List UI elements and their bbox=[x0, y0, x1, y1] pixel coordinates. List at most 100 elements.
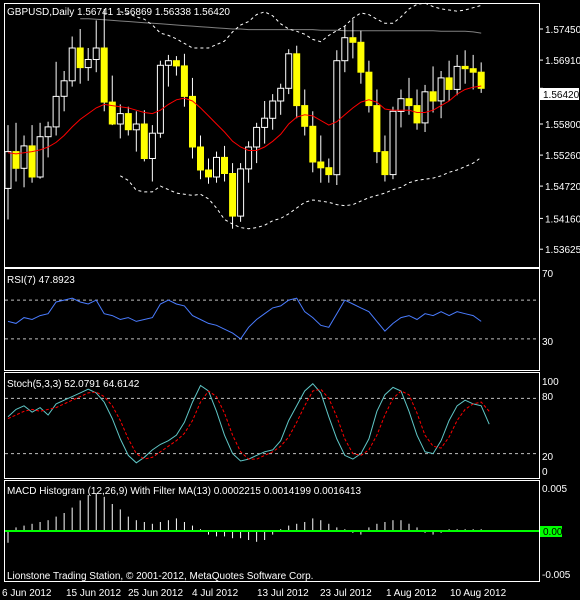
candle-body bbox=[461, 65, 469, 70]
price-label: 1.56910 bbox=[545, 56, 580, 67]
candle bbox=[421, 84, 429, 132]
candle bbox=[349, 19, 357, 59]
rsi-level-30: 30 bbox=[542, 337, 554, 348]
candle-body bbox=[373, 105, 381, 153]
candle-body bbox=[213, 156, 220, 178]
candle bbox=[285, 49, 293, 95]
candle-body bbox=[148, 132, 156, 159]
candle-body bbox=[309, 125, 317, 163]
candle-body bbox=[28, 145, 36, 178]
candle bbox=[341, 26, 349, 73]
candle bbox=[381, 135, 389, 182]
candle bbox=[172, 56, 180, 76]
macd-panel[interactable] bbox=[5, 493, 539, 543]
candle bbox=[309, 111, 317, 173]
rsi-level-70: 70 bbox=[542, 269, 554, 280]
candle bbox=[269, 94, 277, 130]
candle-body bbox=[36, 136, 44, 178]
candle bbox=[68, 36, 76, 87]
candle bbox=[237, 163, 245, 222]
candle bbox=[205, 158, 212, 184]
panel-frames bbox=[4, 3, 540, 582]
candle-body bbox=[389, 110, 397, 176]
candle-body bbox=[4, 151, 12, 189]
candle-body bbox=[285, 53, 293, 89]
candle bbox=[197, 135, 204, 180]
candle-body bbox=[253, 126, 261, 148]
candle-body bbox=[52, 95, 60, 128]
price-panel[interactable] bbox=[4, 2, 485, 230]
candle-body bbox=[100, 47, 108, 103]
candle bbox=[132, 111, 140, 152]
candle bbox=[148, 125, 156, 182]
candle-body bbox=[237, 168, 245, 217]
candle bbox=[277, 83, 285, 115]
candle-body bbox=[116, 113, 124, 125]
candle-body bbox=[221, 156, 228, 174]
candle-body bbox=[12, 151, 20, 169]
date-label-7: 10 Aug 2012 bbox=[450, 588, 507, 599]
candle-body bbox=[164, 60, 172, 66]
candle bbox=[20, 135, 28, 188]
candle-body bbox=[317, 161, 325, 169]
candle bbox=[477, 62, 485, 93]
candle-body bbox=[108, 101, 116, 125]
ma-red-line bbox=[7, 85, 482, 155]
candle-body bbox=[333, 60, 341, 176]
candle-body bbox=[92, 47, 100, 60]
candle-body bbox=[437, 77, 445, 102]
macd-level-bottom: -0.005 bbox=[542, 570, 571, 581]
candle-body bbox=[397, 98, 405, 112]
candle-body bbox=[60, 80, 68, 97]
candle bbox=[429, 66, 437, 113]
candle bbox=[317, 135, 325, 183]
rsi-line bbox=[7, 297, 482, 340]
candle bbox=[108, 75, 116, 126]
stoch-panel[interactable] bbox=[5, 382, 539, 464]
candle-body bbox=[124, 113, 132, 131]
rsi-title: RSI(7) 47.8923 bbox=[7, 275, 75, 286]
candle-body bbox=[156, 64, 164, 134]
candle bbox=[164, 54, 172, 87]
candle bbox=[12, 122, 20, 182]
price-panel-frame bbox=[4, 3, 540, 268]
candle bbox=[301, 89, 309, 136]
candle-body bbox=[413, 105, 421, 124]
stoch-signal-line bbox=[7, 388, 490, 460]
candle-body bbox=[357, 41, 365, 73]
stoch-main-line bbox=[7, 382, 490, 464]
rsi-panel[interactable] bbox=[5, 297, 539, 340]
date-label-4: 13 Jul 2012 bbox=[257, 588, 309, 599]
price-label: 1.55260 bbox=[545, 151, 580, 162]
macd-panel-frame bbox=[4, 480, 540, 582]
macd-level-top: 0.005 bbox=[542, 484, 567, 495]
candle-body bbox=[205, 169, 212, 178]
candle-body bbox=[429, 91, 437, 102]
candle-body bbox=[197, 146, 204, 171]
date-label-1: 15 Jun 2012 bbox=[66, 588, 121, 599]
band-lower-line bbox=[120, 156, 482, 230]
date-label-2: 25 Jun 2012 bbox=[128, 588, 183, 599]
current-price-label: 1.56420 bbox=[543, 90, 580, 101]
rsi-panel-frame bbox=[4, 268, 540, 371]
candle bbox=[389, 106, 397, 180]
candle bbox=[253, 122, 261, 164]
candle bbox=[325, 158, 333, 183]
candle bbox=[245, 141, 253, 183]
candle-body bbox=[140, 123, 148, 159]
candle-body bbox=[44, 126, 52, 138]
macd-signal-tag: 0.00 bbox=[540, 526, 563, 538]
date-label-6: 1 Aug 2012 bbox=[386, 588, 437, 599]
price-label: 1.57450 bbox=[545, 25, 580, 36]
candle-body bbox=[381, 151, 389, 176]
candle-body bbox=[261, 117, 269, 128]
candle bbox=[445, 60, 453, 101]
candle-body bbox=[405, 98, 413, 107]
stoch-panel-frame bbox=[4, 372, 540, 479]
candle-body bbox=[84, 59, 92, 69]
candle-body bbox=[277, 87, 285, 102]
candle bbox=[461, 50, 469, 84]
candle bbox=[221, 145, 228, 182]
candle bbox=[124, 106, 132, 136]
